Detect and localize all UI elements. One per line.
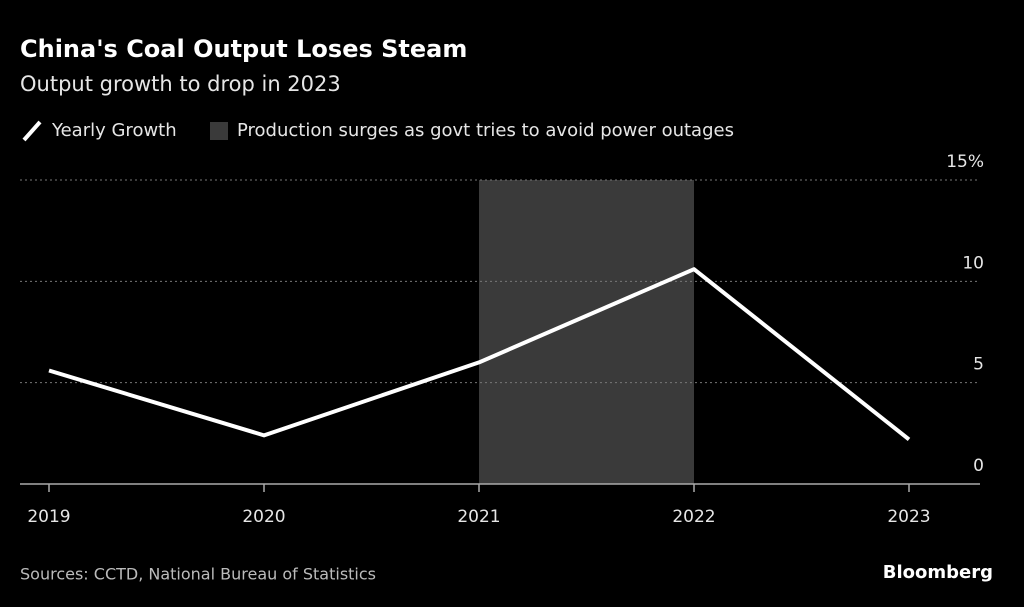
highlight-band (479, 180, 694, 484)
y-tick-label: 15% (946, 152, 984, 172)
chart-title: China's Coal Output Loses Steam (20, 35, 467, 63)
source-note: Sources: CCTD, National Bureau of Statis… (20, 565, 376, 584)
legend-area-swatch (210, 122, 228, 140)
chart-subtitle: Output growth to drop in 2023 (20, 72, 341, 96)
x-tick-label: 2019 (27, 507, 70, 527)
x-tick-label: 2023 (887, 507, 930, 527)
series-line (48, 267, 911, 441)
y-tick-label: 0 (973, 456, 984, 476)
brand-logo: Bloomberg (883, 562, 993, 583)
x-tick-label: 2020 (242, 507, 285, 527)
legend-label: Yearly Growth (51, 120, 177, 141)
x-tick-label: 2022 (672, 507, 715, 527)
legend-line-swatch (22, 120, 42, 142)
legend-label: Production surges as govt tries to avoid… (237, 120, 734, 141)
y-tick-label: 5 (973, 355, 984, 375)
x-tick-label: 2021 (457, 507, 500, 527)
y-tick-label: 10 (962, 253, 984, 273)
